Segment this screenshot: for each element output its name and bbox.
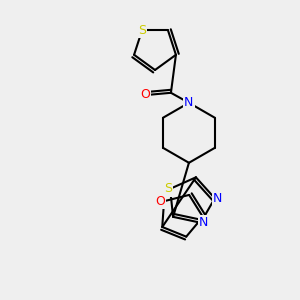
Text: N: N: [213, 192, 223, 205]
Text: O: O: [155, 195, 165, 208]
Text: O: O: [140, 88, 150, 101]
Text: S: S: [164, 182, 172, 195]
Text: S: S: [138, 24, 146, 37]
Text: N: N: [184, 96, 194, 109]
Text: N: N: [199, 216, 208, 229]
